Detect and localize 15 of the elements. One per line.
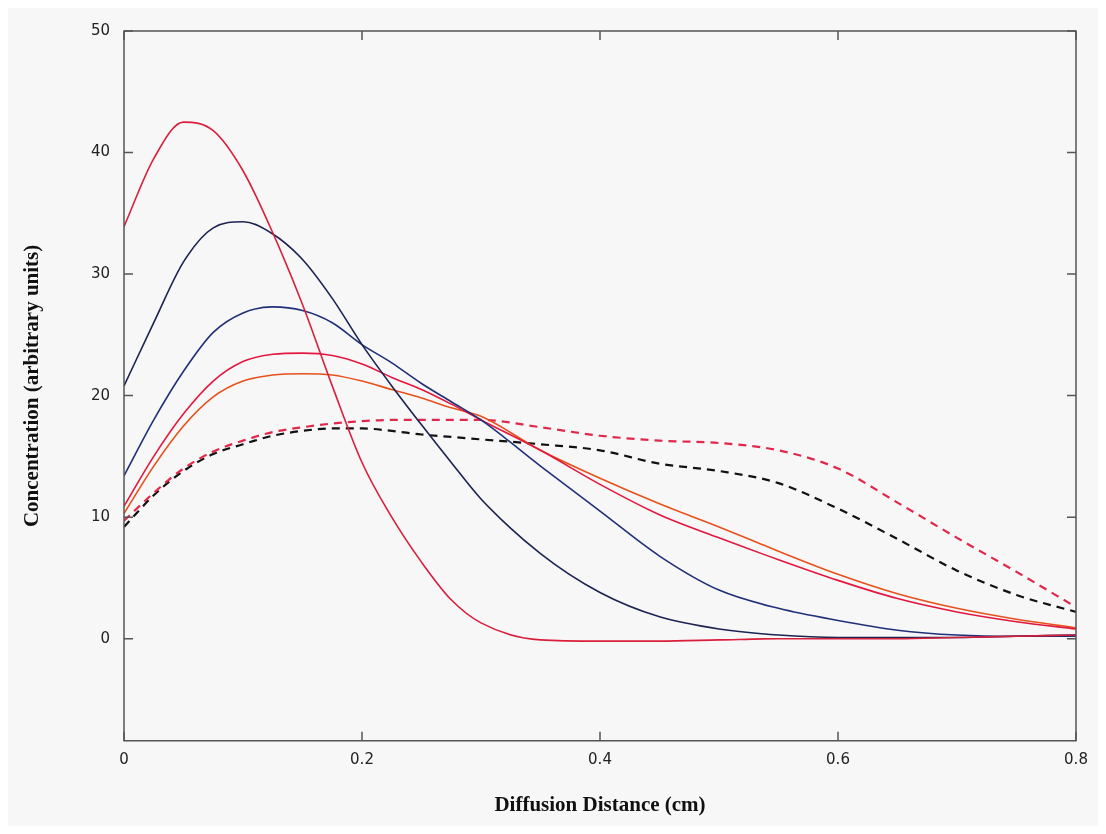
y-tick-label: 40: [90, 142, 110, 161]
line-series: [124, 121, 1076, 642]
x-tick-label: 0: [119, 749, 129, 768]
y-tick-label: 20: [90, 385, 110, 404]
y-tick-label: 30: [90, 263, 110, 282]
x-tick-label: 0.4: [588, 749, 612, 768]
x-axis-title: Diffusion Distance (cm): [494, 791, 706, 816]
y-tick-label: 10: [90, 507, 110, 526]
x-tick-label: 0.8: [1064, 749, 1088, 768]
line-series: [124, 306, 1076, 638]
x-tick-label: 0.2: [350, 749, 374, 768]
y-axis-title: Concentration (arbitrary units): [19, 244, 44, 528]
y-tick-label: 50: [90, 20, 110, 39]
y-tick-label: 0: [100, 628, 110, 647]
x-tick-label: 0.6: [826, 749, 850, 768]
